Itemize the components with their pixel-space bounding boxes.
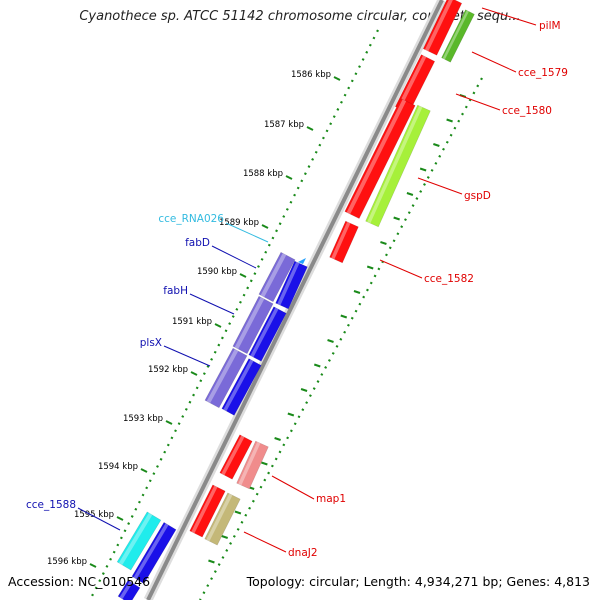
tick-mark xyxy=(261,224,269,229)
tick-label: 1588 kbp xyxy=(243,169,283,179)
tick-label: 1595 kbp xyxy=(74,510,114,520)
gene-label-fabd[interactable]: fabD xyxy=(185,237,210,249)
minor-tick-mark xyxy=(340,314,348,319)
gene-tail-cds[interactable] xyxy=(117,579,141,600)
tick-mark xyxy=(89,563,97,568)
minor-tick-mark xyxy=(261,461,268,466)
leader-line-plsx xyxy=(163,345,211,367)
gene-map1-block[interactable] xyxy=(219,434,253,480)
accession-text: Accession: NC_010546 xyxy=(8,574,151,589)
leader-line-cce-rna026 xyxy=(225,222,269,243)
minor-tick-mark xyxy=(221,535,228,539)
tick-label: 1592 kbp xyxy=(148,365,188,375)
minor-tick-mark xyxy=(300,388,308,392)
minor-tick-mark xyxy=(406,192,414,196)
minor-tick-mark xyxy=(366,265,374,270)
tick-mark xyxy=(285,175,293,180)
minor-tick-mark xyxy=(433,143,440,147)
leader-line-cce-1579 xyxy=(471,51,517,73)
minor-tick-mark xyxy=(313,363,321,368)
gene-label-dnaj2[interactable]: dnaJ2 xyxy=(288,547,318,559)
gene-label-pilm[interactable]: pilM xyxy=(539,20,561,32)
gene-pilM-block[interactable] xyxy=(422,0,463,56)
gene-map1-feature[interactable] xyxy=(236,440,269,490)
leader-line-gspd xyxy=(417,177,463,195)
minor-tick-mark xyxy=(287,412,295,417)
tick-label: 1587 kbp xyxy=(264,120,304,130)
gene-fabD-block[interactable] xyxy=(258,251,296,303)
tick-label: 1589 kbp xyxy=(219,218,259,228)
gene-cce1588-rna[interactable] xyxy=(116,511,162,571)
tick-label: 1586 kbp xyxy=(291,70,331,80)
gene-label-plsx[interactable]: plsX xyxy=(140,337,162,349)
minor-tick-mark xyxy=(353,290,361,294)
leader-line-cce-1582 xyxy=(379,259,423,279)
tick-label: 1593 kbp xyxy=(123,414,163,424)
gene-label-cce-1582[interactable]: cce_1582 xyxy=(424,273,474,285)
leader-line-dnaj2 xyxy=(243,531,287,553)
leader-line-fabh xyxy=(189,293,235,315)
gene-cce1582-block[interactable] xyxy=(329,220,359,264)
gene-cce1588-cds[interactable] xyxy=(131,522,177,584)
rna-marker[interactable] xyxy=(298,258,306,264)
minor-tick-mark xyxy=(208,559,215,564)
gene-label-cce-rna026[interactable]: cce_RNA026 xyxy=(158,213,224,225)
minor-tick-mark xyxy=(234,510,242,515)
tick-label: 1591 kbp xyxy=(172,317,212,327)
minor-tick-mark xyxy=(380,241,387,245)
leader-line-fabd xyxy=(211,245,257,269)
tick-label: 1594 kbp xyxy=(98,462,138,472)
leader-line-cce-1580 xyxy=(455,93,501,111)
gene-label-cce-1580[interactable]: cce_1580 xyxy=(502,105,552,117)
gene-fabH-cds[interactable] xyxy=(248,306,287,362)
gene-label-cce-1588[interactable]: cce_1588 xyxy=(26,499,76,511)
gene-dnaJ2-block[interactable] xyxy=(189,484,226,538)
gene-label-fabh[interactable]: fabH xyxy=(163,285,188,297)
tick-mark xyxy=(140,468,148,473)
gene-label-gspd[interactable]: gspD xyxy=(464,190,491,202)
minor-tick-mark xyxy=(327,339,334,343)
topology-text: Topology: circular; Length: 4,934,271 bp… xyxy=(246,574,590,589)
tick-mark xyxy=(190,371,198,376)
gene-dnaJ2-feature[interactable] xyxy=(204,492,241,546)
tick-mark xyxy=(239,273,247,278)
gene-cce1580-block[interactable] xyxy=(344,98,416,219)
leader-line-map1 xyxy=(271,475,315,500)
tick-mark xyxy=(306,126,314,131)
gene-plsX-block[interactable] xyxy=(204,347,248,409)
gene-fabD-cds[interactable] xyxy=(275,260,308,310)
chromosome-backbone-core xyxy=(146,0,444,600)
leader-line-pilm xyxy=(481,7,537,26)
minor-tick-mark xyxy=(419,167,427,172)
gene-label-map1[interactable]: map1 xyxy=(316,493,346,505)
gene-plsX-cds[interactable] xyxy=(221,358,262,416)
minor-tick-mark xyxy=(393,216,400,221)
minor-tick-mark xyxy=(446,118,453,123)
gene-pilM-feature[interactable] xyxy=(441,9,475,63)
gene-label-cce-1579[interactable]: cce_1579 xyxy=(518,67,568,79)
tick-mark xyxy=(333,76,341,81)
tick-label: 1596 kbp xyxy=(47,557,87,567)
leader-line-cce-1588 xyxy=(77,507,121,531)
tick-mark xyxy=(165,420,173,425)
minor-tick-mark xyxy=(274,437,281,441)
outer-dotted-track xyxy=(89,29,379,600)
gene-gspD-feature[interactable] xyxy=(365,104,431,228)
tick-mark xyxy=(214,323,222,328)
tick-mark xyxy=(116,516,124,521)
inner-dotted-track xyxy=(199,77,483,600)
tick-label: 1590 kbp xyxy=(197,267,237,277)
map-title: Cyanothece sp. ATCC 51142 chromosome cir… xyxy=(79,9,521,24)
gene-fabH-block[interactable] xyxy=(232,295,274,355)
